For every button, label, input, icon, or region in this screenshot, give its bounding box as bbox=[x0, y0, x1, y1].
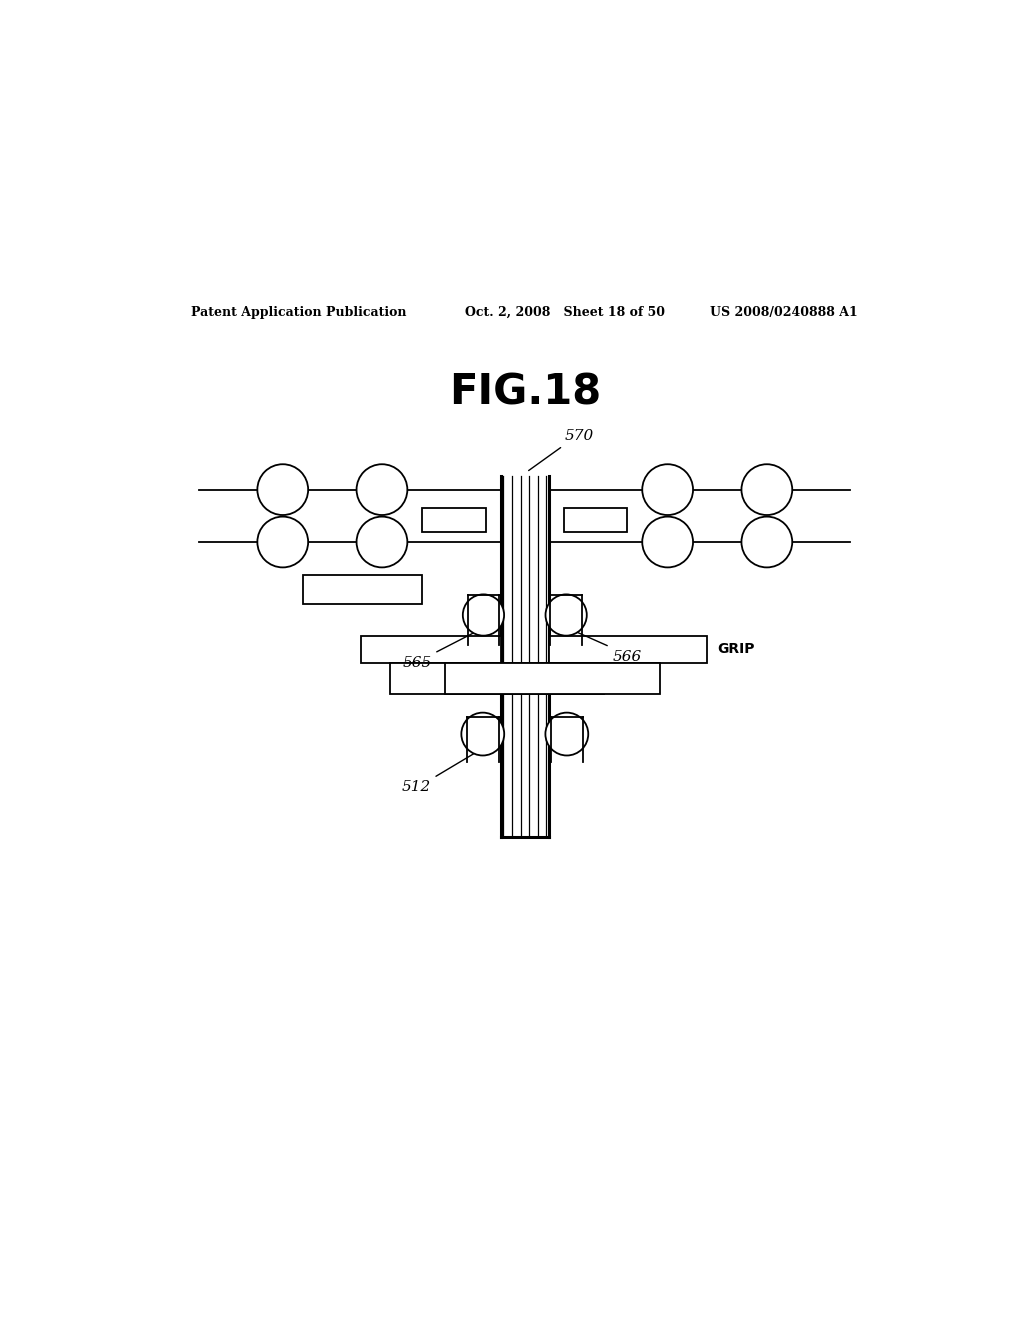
Text: Patent Application Publication: Patent Application Publication bbox=[191, 305, 407, 318]
Circle shape bbox=[356, 516, 408, 568]
Text: GRIP: GRIP bbox=[717, 642, 755, 656]
Bar bbox=[390, 663, 604, 694]
Circle shape bbox=[356, 465, 408, 515]
Circle shape bbox=[642, 465, 693, 515]
Circle shape bbox=[741, 465, 793, 515]
Circle shape bbox=[463, 594, 504, 636]
Circle shape bbox=[462, 713, 504, 755]
Text: US 2008/0240888 A1: US 2008/0240888 A1 bbox=[711, 305, 858, 318]
Circle shape bbox=[546, 713, 588, 755]
Bar bbox=[549, 636, 708, 663]
Bar bbox=[423, 508, 486, 532]
Bar bbox=[563, 508, 627, 532]
Circle shape bbox=[546, 594, 587, 636]
Text: Oct. 2, 2008   Sheet 18 of 50: Oct. 2, 2008 Sheet 18 of 50 bbox=[465, 305, 666, 318]
Text: 570: 570 bbox=[564, 429, 594, 442]
Text: FIG.18: FIG.18 bbox=[449, 372, 601, 413]
Circle shape bbox=[642, 516, 693, 568]
Bar bbox=[303, 576, 422, 605]
Bar bbox=[445, 663, 659, 694]
Bar bbox=[361, 636, 501, 663]
Circle shape bbox=[257, 516, 308, 568]
Text: 512: 512 bbox=[402, 780, 431, 795]
Circle shape bbox=[741, 516, 793, 568]
Text: 566: 566 bbox=[612, 649, 641, 664]
Text: 565: 565 bbox=[402, 656, 432, 671]
Circle shape bbox=[257, 465, 308, 515]
